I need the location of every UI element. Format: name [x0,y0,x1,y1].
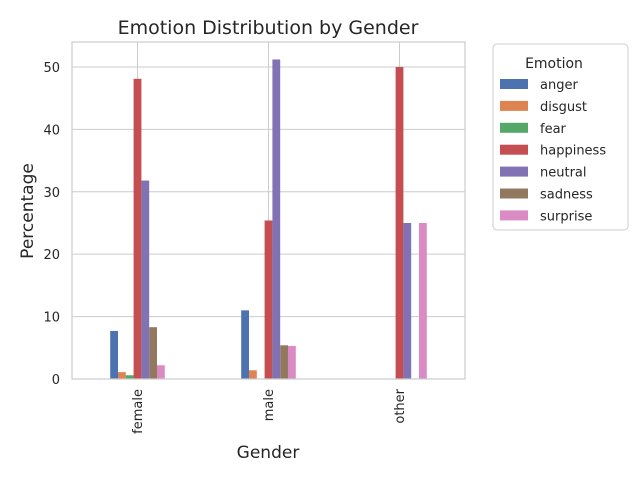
legend-frame [492,43,629,231]
legend-swatch-fear [500,122,528,133]
x-tick-label-other: other [393,388,408,423]
y-tick-label: 0 [52,373,60,388]
y-tick-label: 20 [43,248,60,263]
plot-area [71,41,466,380]
bar-surprise-male [288,345,296,379]
y-axis-label: Percentage [18,163,38,259]
bar-neutral-male [272,59,281,380]
legend-label-happiness: happiness [540,144,606,159]
x-tick-label-female: female [131,389,146,434]
bar-anger-female [110,330,118,379]
plot-frame [71,41,466,380]
legend-label-anger: anger [540,78,578,93]
legend-label-disgust: disgust [540,100,587,115]
bar-anger-male [241,310,249,379]
legend-swatch-sadness [500,188,528,199]
bar-happiness-other [395,66,404,380]
y-tick-label: 40 [43,123,60,138]
legend-items: anger disgust fear happiness neutral sadness s… [500,78,606,224]
legend-label-surprise: surprise [540,209,592,224]
legend-label-fear: fear [540,122,567,137]
y-tick-label: 10 [43,311,60,326]
legend-swatch-neutral [500,166,528,177]
bar-fear-female [125,375,134,379]
y-tick-label: 30 [43,186,60,201]
legend-swatch-anger [500,79,528,89]
x-tick-label-male: male [262,389,277,421]
bar-surprise-female [157,365,165,379]
x-tick-labels: female male other [131,388,408,433]
bar-disgust-male [249,370,257,379]
bar-neutral-female [141,180,150,379]
legend-label-neutral: neutral [540,166,587,181]
y-tick-label: 50 [43,61,60,76]
bar-neutral-other [403,222,412,379]
legend-swatch-surprise [500,210,528,221]
bar-happiness-female [133,78,142,379]
legend: Emotion anger disgust fear happiness neutral… [492,43,629,231]
bar-happiness-male [264,220,273,379]
bar-surprise-other [419,222,427,379]
legend-swatch-disgust [500,100,528,111]
legend-title: Emotion [525,56,583,72]
chart-title: Emotion Distribution by Gender [118,17,419,39]
legend-swatch-happiness [500,144,528,155]
y-tick-labels: 0 10 20 30 40 50 [43,61,60,388]
x-axis-label: Gender [237,443,300,463]
legend-label-sadness: sadness [540,188,593,203]
bars [110,59,427,380]
bar-sadness-female [149,327,157,379]
bar-sadness-male [280,345,288,379]
bar-disgust-female [118,372,126,379]
